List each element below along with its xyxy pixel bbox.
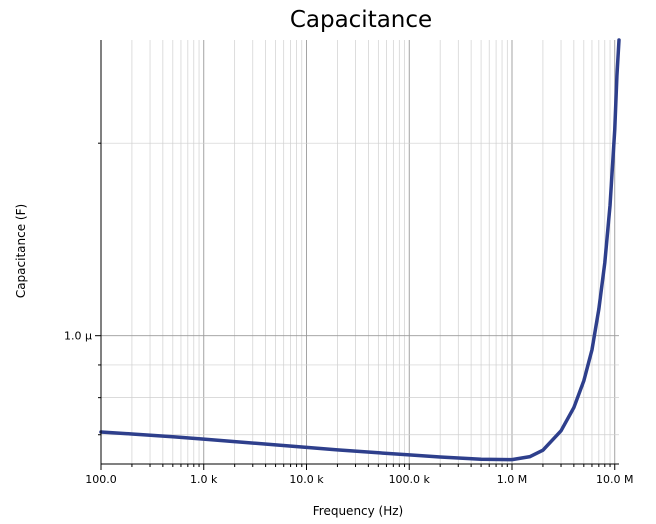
y-axis-label: Capacitance (F) [14,204,28,298]
x-tick-label: 100.0 [85,473,117,486]
y-tick-labels: 1.0 µ [64,330,92,343]
x-tick-label: 1.0 k [190,473,218,486]
x-tick-label: 10.0 k [289,473,324,486]
axes [95,40,619,470]
x-tick-label: 100.0 k [389,473,431,486]
x-tick-labels: 100.0 1.0 k 10.0 k 100.0 k 1.0 M 10.0 M [85,473,633,486]
x-axis-label: Frequency (Hz) [313,504,404,518]
chart-title: Capacitance [290,7,432,33]
y-tick-label: 1.0 µ [64,330,92,343]
x-tick-label: 1.0 M [497,473,527,486]
x-tick-label: 10.0 M [596,473,633,486]
series-line-0 [99,38,621,462]
series-group [99,38,621,462]
grid [100,40,619,464]
